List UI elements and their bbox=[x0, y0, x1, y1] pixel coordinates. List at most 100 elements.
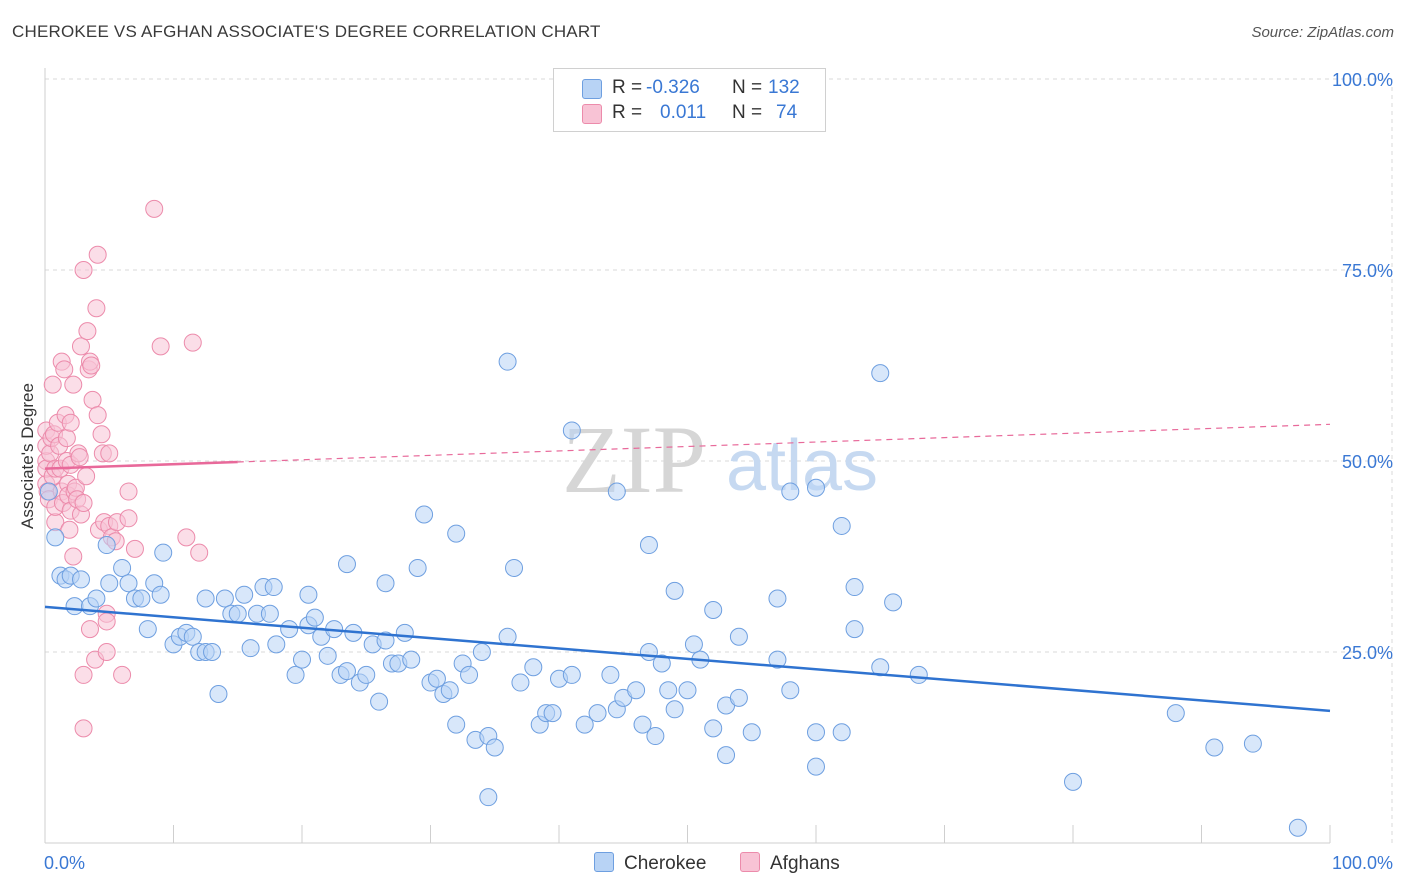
afghan-swatch bbox=[740, 852, 760, 872]
cherokee-point bbox=[871, 364, 890, 383]
cherokee-point bbox=[151, 585, 170, 604]
afghan-point bbox=[97, 612, 116, 631]
bottom-legend-afghans-label: Afghans bbox=[770, 853, 840, 874]
cherokee-point bbox=[376, 631, 395, 650]
cherokee-point bbox=[46, 528, 65, 547]
afghan-point bbox=[177, 528, 196, 547]
cherokee-point bbox=[293, 650, 311, 669]
afghan-point bbox=[100, 444, 119, 463]
cherokee-point bbox=[1243, 734, 1262, 753]
afghan-point bbox=[60, 520, 79, 539]
cherokee-point bbox=[119, 574, 138, 593]
cherokee-point bbox=[627, 681, 646, 700]
cherokee-point bbox=[415, 505, 434, 524]
cherokee-point bbox=[884, 593, 903, 612]
cherokee-point bbox=[260, 604, 279, 623]
afghan-point bbox=[64, 547, 83, 566]
afghan-point bbox=[190, 543, 209, 562]
watermark: ZIP atlas bbox=[562, 406, 878, 513]
afghan-point bbox=[71, 337, 90, 356]
cherokee-point bbox=[832, 723, 851, 742]
cherokee-point bbox=[337, 555, 356, 574]
cherokee-point bbox=[460, 665, 479, 684]
cherokee-point bbox=[402, 650, 421, 669]
cherokee-point bbox=[717, 746, 736, 765]
cherokee-point bbox=[704, 719, 723, 738]
cherokee-point bbox=[845, 578, 864, 597]
cherokee-point bbox=[370, 692, 389, 711]
cherokee-point bbox=[646, 727, 665, 746]
cherokee-point bbox=[485, 738, 504, 757]
afghan-point bbox=[145, 199, 164, 218]
cherokee-point bbox=[832, 516, 851, 535]
cherokee-point bbox=[235, 585, 254, 604]
cherokee-point bbox=[87, 589, 106, 608]
cherokee-point bbox=[209, 685, 228, 704]
afghan-point bbox=[70, 448, 89, 467]
cherokee-point bbox=[1288, 818, 1307, 837]
y-tick-label: 100.0% bbox=[1332, 70, 1393, 90]
afghan-point bbox=[151, 337, 170, 356]
afghan-point bbox=[80, 620, 99, 639]
legend-n-label: N = bbox=[732, 77, 763, 98]
cherokee-trend-line bbox=[44, 605, 1331, 713]
cherokee-point bbox=[228, 604, 247, 623]
watermark-atlas: atlas bbox=[726, 426, 878, 506]
cherokee-point bbox=[742, 723, 761, 742]
x-tick-label: 0.0% bbox=[44, 853, 85, 873]
cherokee-point bbox=[845, 620, 864, 639]
cherokee-point bbox=[183, 627, 202, 646]
cherokee-point bbox=[447, 715, 466, 734]
cherokee-point bbox=[71, 570, 90, 589]
legend-n-label: N = bbox=[732, 102, 763, 123]
tick-labels: 25.0% 50.0% 75.0% 100.0% 0.0% 100.0% bbox=[44, 70, 1393, 873]
cherokee-points bbox=[39, 352, 1307, 837]
cherokee-point bbox=[337, 662, 356, 681]
cherokee-point bbox=[781, 482, 800, 501]
cherokee-point bbox=[607, 482, 626, 501]
cherokee-point bbox=[479, 788, 498, 807]
afghan-point bbox=[125, 539, 144, 558]
cherokee-point bbox=[729, 688, 748, 707]
afghan-point bbox=[97, 643, 116, 661]
legend-r-label: R = bbox=[612, 77, 643, 98]
cherokee-point bbox=[196, 589, 215, 608]
cherokee-point bbox=[807, 723, 825, 742]
afghan-point bbox=[88, 406, 107, 425]
afghan-point bbox=[183, 333, 202, 352]
cherokee-point bbox=[472, 643, 491, 661]
cherokee-point bbox=[498, 352, 517, 371]
legend-n-value: 74 bbox=[776, 102, 798, 123]
cherokee-point bbox=[729, 627, 748, 646]
cherokee-point bbox=[807, 757, 825, 776]
y-tick-label: 75.0% bbox=[1342, 261, 1393, 281]
cherokee-point bbox=[659, 681, 678, 700]
cherokee-point bbox=[639, 536, 658, 555]
cherokee-point bbox=[562, 421, 581, 440]
afghan-point bbox=[92, 425, 111, 444]
afghan-point bbox=[78, 322, 97, 341]
source-label: Source: ZipAtlas.com bbox=[1251, 24, 1394, 41]
cherokee-point bbox=[562, 665, 581, 684]
afghan-point bbox=[119, 509, 138, 528]
watermark-zip: ZIP bbox=[562, 406, 706, 513]
afghan-point bbox=[77, 467, 96, 486]
cherokee-point bbox=[357, 665, 376, 684]
afghan-swatch bbox=[582, 104, 602, 124]
legend-box: R = -0.326 N = 132 R = 0.011 N = 74 bbox=[553, 68, 826, 132]
cherokee-swatch bbox=[582, 79, 602, 99]
x-tick-label: 100.0% bbox=[1332, 853, 1393, 873]
cherokee-point bbox=[286, 665, 305, 684]
cherokee-point bbox=[601, 665, 620, 684]
cherokee-point bbox=[524, 658, 543, 677]
afghan-point bbox=[64, 375, 83, 394]
y-axis-label: Associate's Degree bbox=[18, 383, 37, 529]
afghan-point bbox=[74, 665, 93, 684]
cherokee-point bbox=[768, 650, 787, 669]
cherokee-point bbox=[138, 620, 157, 639]
cherokee-point bbox=[408, 558, 427, 577]
cherokee-point bbox=[100, 574, 119, 593]
cherokee-point bbox=[97, 536, 116, 555]
cherokee-point bbox=[39, 482, 58, 501]
